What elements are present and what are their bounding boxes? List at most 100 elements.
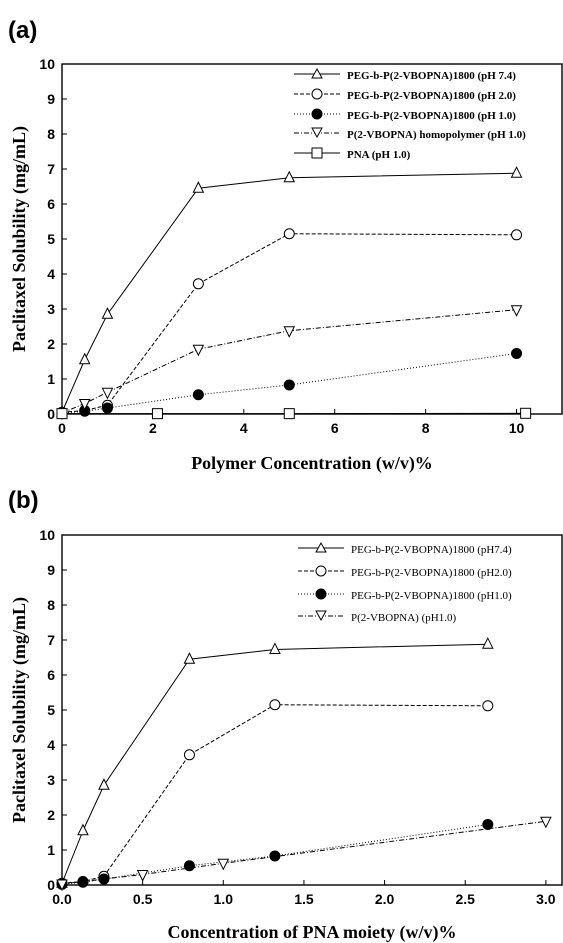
legend-item: PEG-b-P(2-VBOPNA)1800 (pH 2.0)	[294, 88, 516, 102]
panel-label-a: (a)	[8, 17, 37, 44]
x-tick-label: 2.0	[375, 891, 395, 907]
legend-marker-triangle-icon	[311, 67, 323, 79]
legend-item: P(2-VBOPNA) homopolymer (pH 1.0)	[294, 127, 526, 141]
series-line	[61, 820, 546, 885]
x-tick-label: 0.0	[52, 891, 72, 907]
legend-marker-triangle-icon	[315, 541, 327, 553]
data-point	[283, 170, 296, 183]
axes-b: 0 1 2 3 4 5 6 7 8 9 10 0.0 0.5 1.0 1.5 2.0 2.5 3.0	[39, 527, 555, 907]
data-point	[101, 402, 113, 414]
legend-marker-filled-circle-icon	[311, 108, 323, 120]
data-point	[136, 870, 149, 882]
legend-marker-circle-icon	[311, 88, 323, 100]
panel-b: (b) 0 1 2 3 4 5 6 7 8 9 10 0.0 0.5 1.0 1.5 2.0 2.5 3.0 Co…	[8, 487, 563, 943]
x-tick-label: 0	[58, 420, 66, 436]
series-line	[61, 172, 517, 413]
data-point	[77, 823, 89, 836]
x-tick-label: 2	[149, 420, 157, 436]
y-tick-label: 8	[47, 597, 55, 613]
x-tick-label: 10	[509, 420, 525, 436]
x-axis-title-a: Polymer Concentration (w/v)%	[191, 453, 433, 474]
axes-a: 0 1 2 3 4 5 6 7 8 9 10 0 2 4 6 8 10	[39, 56, 532, 436]
legend-label: PEG-b-P(2-VBOPNA)1800 (pH7.4)	[351, 544, 512, 556]
data-point	[192, 389, 204, 401]
legend-item: P(2-VBOPNA) (pH1.0)	[298, 610, 456, 624]
y-tick-label: 1	[47, 842, 55, 858]
legend-item: PEG-b-P(2-VBOPNA)1800 (pH7.4)	[298, 541, 512, 556]
series-line	[61, 352, 517, 414]
y-tick-label: 10	[39, 527, 55, 543]
data-point	[269, 642, 281, 654]
legend-label: PEG-b-P(2-VBOPNA)1800 (pH2.0)	[351, 567, 512, 579]
data-point	[192, 181, 205, 193]
series-line	[61, 309, 517, 414]
y-tick-label: 9	[47, 91, 55, 107]
y-tick-label: 0	[47, 406, 55, 422]
data-point	[192, 278, 204, 290]
legend-marker-down-triangle-icon	[311, 127, 323, 139]
legend-label: PNA (pH 1.0)	[347, 149, 411, 161]
data-point	[269, 850, 281, 862]
data-point	[511, 347, 523, 359]
data-point	[183, 652, 196, 664]
y-tick-label: 7	[47, 632, 55, 648]
data-point	[192, 344, 205, 357]
data-point	[482, 818, 494, 830]
y-tick-label: 1	[47, 371, 55, 387]
y-tick-label: 8	[47, 126, 55, 142]
data-point	[151, 408, 163, 420]
data-point	[540, 816, 552, 829]
series-line	[61, 643, 488, 884]
y-tick-label: 6	[47, 196, 55, 212]
y-tick-label: 10	[39, 56, 55, 72]
y-tick-label: 7	[47, 161, 55, 177]
data-point	[283, 408, 295, 420]
x-axis-title-b: Concentration of PNA moiety (w/v)%	[168, 922, 457, 943]
data-point	[283, 326, 296, 338]
data-point	[101, 387, 114, 400]
y-tick-label: 4	[47, 266, 55, 282]
data-point	[217, 858, 230, 871]
legend-label: P(2-VBOPNA) (pH1.0)	[351, 612, 456, 624]
series-line	[61, 704, 488, 884]
y-tick-label: 3	[47, 301, 55, 317]
data-point	[77, 876, 89, 888]
data-point	[510, 305, 523, 317]
data-point	[482, 700, 494, 712]
y-tick-label: 9	[47, 562, 55, 578]
x-tick-label: 2.5	[455, 891, 475, 907]
data-point	[283, 379, 295, 391]
legend-item: PNA (pH 1.0)	[294, 147, 411, 161]
y-axis-title-a: Paclitaxel Solubility (mg/mL)	[9, 126, 30, 352]
y-tick-label: 4	[47, 737, 55, 753]
data-point	[511, 229, 523, 241]
legend-label: PEG-b-P(2-VBOPNA)1800 (pH 2.0)	[347, 90, 516, 102]
legend-marker-filled-circle-icon	[315, 588, 327, 600]
legend-b: PEG-b-P(2-VBOPNA)1800 (pH7.4) PEG-b-P(2-…	[298, 541, 512, 624]
y-tick-label: 0	[47, 877, 55, 893]
x-tick-label: 1.5	[294, 891, 314, 907]
y-tick-label: 5	[47, 231, 55, 247]
panel-label-b: (b)	[8, 487, 39, 514]
legend-label: P(2-VBOPNA) homopolymer (pH 1.0)	[347, 129, 526, 141]
legend-label: PEG-b-P(2-VBOPNA)1800 (pH 1.0)	[347, 110, 516, 122]
legend-label: PEG-b-P(2-VBOPNA)1800 (pH1.0)	[351, 590, 512, 602]
data-point	[283, 228, 295, 240]
y-tick-label: 2	[47, 336, 55, 352]
legend-marker-circle-icon	[315, 565, 327, 577]
x-tick-label: 3.0	[536, 891, 556, 907]
data-point	[101, 307, 114, 319]
data-point	[98, 778, 110, 790]
data-point	[269, 699, 281, 711]
legend-item: PEG-b-P(2-VBOPNA)1800 (pH1.0)	[298, 588, 512, 602]
panel-a: (a) 0 1 2 3 4 5 6 7 8 9 10 0 2 4 6 8 10 Polymer Concentr…	[8, 17, 563, 474]
data-point	[510, 166, 523, 178]
legend-a: PEG-b-P(2-VBOPNA)1800 (pH 7.4) PEG-b-P(2…	[294, 67, 526, 161]
legend-marker-square-icon	[311, 147, 323, 159]
legend-item: PEG-b-P(2-VBOPNA)1800 (pH2.0)	[298, 565, 512, 579]
data-point	[56, 879, 68, 892]
legend-marker-down-triangle-icon	[315, 610, 327, 622]
data-point	[56, 408, 68, 420]
data-point	[520, 407, 532, 419]
